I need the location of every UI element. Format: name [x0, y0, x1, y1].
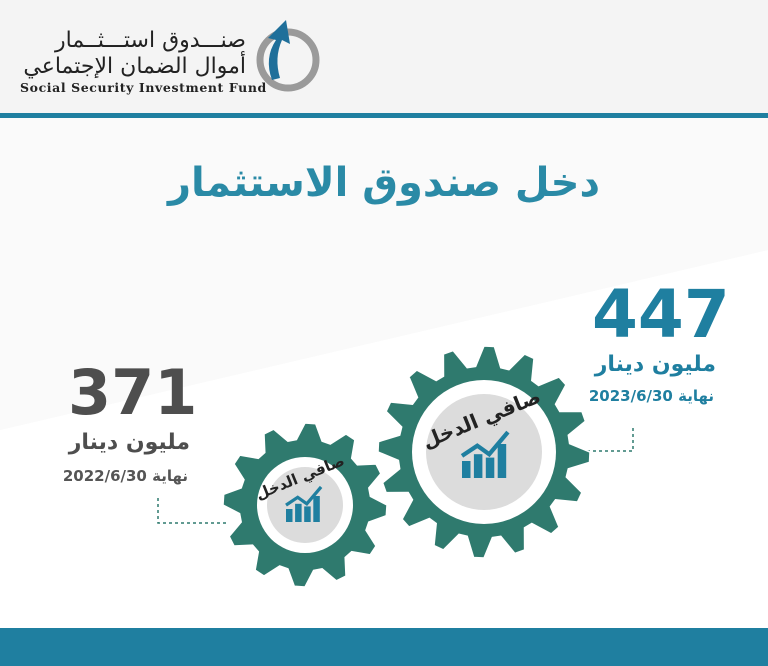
footer-bar: [0, 628, 768, 666]
growth-chart-icon: [460, 430, 510, 478]
logo-english-name: Social Security Investment Fund: [20, 80, 267, 95]
chart-bar: [485, 457, 495, 478]
value-2023: 447: [592, 276, 730, 353]
chart-bar: [295, 503, 302, 522]
unit-2023: مليون دينار: [594, 352, 716, 377]
chart-bar: [313, 496, 320, 522]
chart-bar: [286, 509, 293, 522]
chart-bar: [462, 461, 471, 478]
connector-2023: [585, 428, 634, 452]
value-2022: 371: [68, 356, 198, 429]
page-title: دخل صندوق الاستثمار: [168, 160, 600, 206]
chart-bar: [304, 506, 311, 522]
date-2022: نهاية 2022/6/30: [62, 467, 188, 485]
chart-bar: [497, 444, 507, 478]
date-2023: نهاية 2023/6/30: [588, 387, 714, 405]
chart-trend-line: [460, 430, 510, 458]
connector-2022: [157, 498, 228, 524]
logo-arabic-line2: أموال الضمان الإجتماعي: [23, 54, 246, 79]
logo-arabic-line1: صنـــدوق استـــثــمار: [55, 28, 246, 53]
header-divider: [0, 113, 768, 118]
chart-trend-line: [285, 485, 323, 507]
gear-2022: [222, 422, 388, 588]
unit-2022: مليون دينار: [68, 430, 190, 455]
logo: صنـــدوق استـــثــمار أموال الضمان الإجت…: [18, 18, 320, 98]
logo-arrow-ring-icon: [256, 20, 320, 92]
chart-bar: [473, 454, 483, 478]
growth-chart-icon: [285, 485, 323, 522]
